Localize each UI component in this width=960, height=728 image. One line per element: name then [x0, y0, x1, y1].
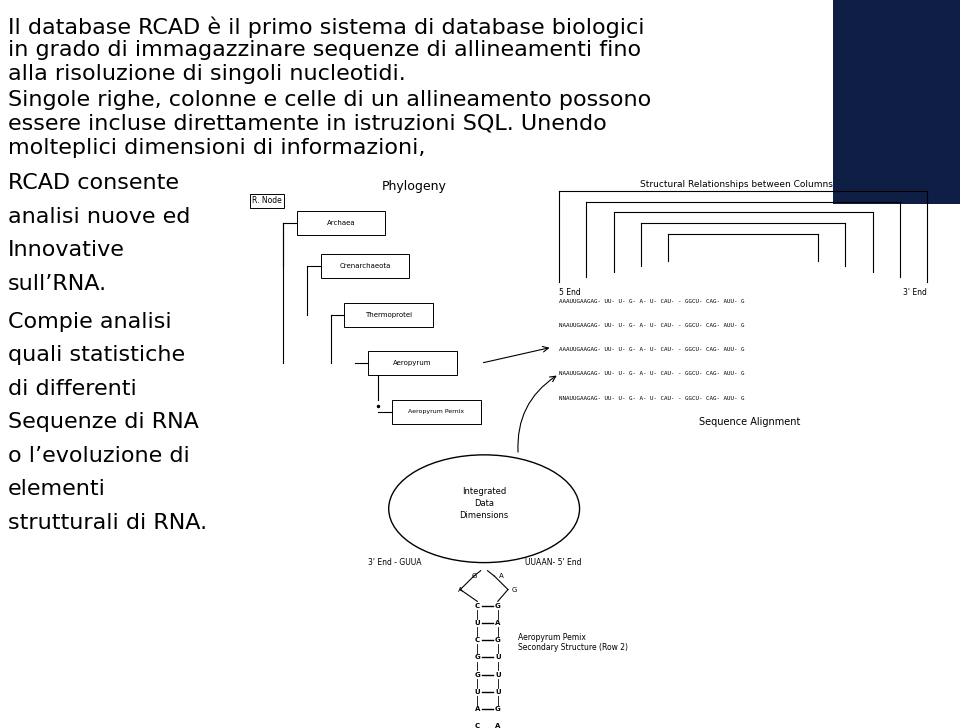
Text: AAAUUGAAGAG- UU- U- G- A- U- CAU- - GGCU- CAG- AUU- G: AAAUUGAAGAG- UU- U- G- A- U- CAU- - GGCU…	[559, 298, 745, 304]
Text: Structural Relationships between Columns: Structural Relationships between Columns	[640, 180, 832, 189]
Text: Archaea: Archaea	[326, 220, 355, 226]
Text: Compie analisi: Compie analisi	[8, 312, 171, 331]
Text: NNAUUGAAGAG- UU- U- G- A- U- CAU- - GGCU- CAG- AUU- G: NNAUUGAAGAG- UU- U- G- A- U- CAU- - GGCU…	[559, 395, 745, 400]
Text: U: U	[495, 689, 500, 695]
Bar	[833, 0, 960, 204]
Text: 3' End: 3' End	[903, 288, 927, 297]
Text: Integrated
Data
Dimensions: Integrated Data Dimensions	[460, 487, 509, 520]
Text: A: A	[499, 573, 504, 579]
Text: essere incluse direttamente in istruzioni SQL. Unendo: essere incluse direttamente in istruzion…	[8, 114, 607, 133]
Text: RCAD consente: RCAD consente	[8, 173, 179, 193]
Text: quali statistiche: quali statistiche	[8, 345, 185, 365]
Bar	[297, 211, 385, 235]
Text: C: C	[475, 603, 480, 609]
Text: Aeropyrum Pernix: Aeropyrum Pernix	[408, 409, 465, 414]
Text: sull’RNA.: sull’RNA.	[8, 274, 107, 293]
Text: Aeropyrum Pemix
Secondary Structure (Row 2): Aeropyrum Pemix Secondary Structure (Row…	[518, 633, 628, 652]
Text: 5 End: 5 End	[559, 288, 581, 297]
Text: R. Node: R. Node	[252, 197, 282, 205]
Text: A: A	[474, 706, 480, 712]
Text: Aeropyrum: Aeropyrum	[394, 360, 432, 366]
Text: di differenti: di differenti	[8, 379, 136, 398]
Text: o l’evoluzione di: o l’evoluzione di	[8, 446, 189, 465]
Ellipse shape	[389, 455, 580, 563]
Text: Sequenze di RNA: Sequenze di RNA	[8, 412, 199, 432]
Bar	[321, 254, 409, 278]
Text: U: U	[495, 654, 500, 660]
Text: G: G	[495, 637, 500, 643]
Bar	[392, 400, 481, 424]
Text: G: G	[474, 654, 480, 660]
Text: Innovative: Innovative	[8, 240, 125, 260]
Text: Thermoprotei: Thermoprotei	[365, 312, 412, 318]
Text: NAAUUGAAGAG- UU- U- G- A- U- CAU- - GGCU- CAG- AUU- G: NAAUUGAAGAG- UU- U- G- A- U- CAU- - GGCU…	[559, 371, 745, 376]
Text: A: A	[458, 587, 463, 593]
Text: U: U	[495, 672, 500, 678]
Text: Phylogeny: Phylogeny	[382, 180, 446, 193]
Text: G: G	[471, 573, 476, 579]
Text: analisi nuove ed: analisi nuove ed	[8, 207, 190, 226]
Text: G: G	[495, 706, 500, 712]
Bar	[369, 351, 457, 376]
Text: Sequence Alignment: Sequence Alignment	[699, 417, 801, 427]
Text: C: C	[475, 724, 480, 728]
Text: 3' End - GUUA: 3' End - GUUA	[369, 558, 421, 567]
Text: alla risoluzione di singoli nucleotidi.: alla risoluzione di singoli nucleotidi.	[8, 64, 405, 84]
Text: UUAAN- 5' End: UUAAN- 5' End	[525, 558, 582, 567]
Text: U: U	[474, 689, 480, 695]
Text: G: G	[495, 603, 500, 609]
Text: AAAUUGAAGAG- UU- U- G- A- U- CAU- - GGCU- CAG- AUU- G: AAAUUGAAGAG- UU- U- G- A- U- CAU- - GGCU…	[559, 347, 745, 352]
Bar	[345, 303, 433, 327]
Text: U: U	[474, 620, 480, 626]
Text: Crenarchaeota: Crenarchaeota	[339, 264, 391, 269]
Text: NAAUUGAAGAG- UU- U- G- A- U- CAU- - GGCU- CAG- AUU- G: NAAUUGAAGAG- UU- U- G- A- U- CAU- - GGCU…	[559, 323, 745, 328]
Text: G: G	[512, 587, 517, 593]
Text: elementi: elementi	[8, 479, 106, 499]
Text: strutturali di RNA.: strutturali di RNA.	[8, 513, 206, 532]
Text: molteplici dimensioni di informazioni,: molteplici dimensioni di informazioni,	[8, 138, 425, 157]
Text: Singole righe, colonne e celle di un allineamento possono: Singole righe, colonne e celle di un all…	[8, 90, 651, 109]
Text: C: C	[475, 637, 480, 643]
Text: G: G	[474, 672, 480, 678]
Text: A: A	[495, 724, 500, 728]
Text: Il database RCAD è il primo sistema di database biologici: Il database RCAD è il primo sistema di d…	[8, 16, 644, 38]
Text: in grado di immagazzinare sequenze di allineamenti fino: in grado di immagazzinare sequenze di al…	[8, 40, 641, 60]
Text: A: A	[495, 620, 500, 626]
